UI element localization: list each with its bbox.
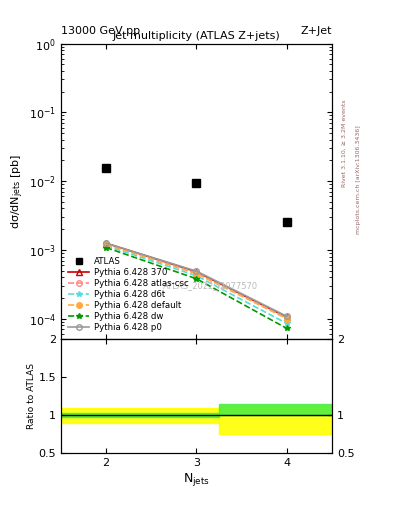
Pythia 6.428 atlas-csc: [194, 270, 199, 276]
Pythia 6.428 dw: [285, 326, 289, 332]
Pythia 6.428 d6t: [104, 243, 108, 249]
Pythia 6.428 370: [194, 269, 199, 275]
Pythia 6.428 370: [104, 240, 108, 246]
Line: Pythia 6.428 atlas-csc: Pythia 6.428 atlas-csc: [103, 241, 290, 321]
Pythia 6.428 default: [194, 271, 199, 277]
Pythia 6.428 default: [285, 315, 289, 322]
Pythia 6.428 dw: [194, 275, 199, 282]
Pythia 6.428 dw: [104, 245, 108, 251]
X-axis label: N$_\mathregular{jets}$: N$_\mathregular{jets}$: [183, 471, 210, 488]
Line: Pythia 6.428 p0: Pythia 6.428 p0: [103, 241, 290, 319]
Y-axis label: dσ/dN$_\mathregular{jets}$ [pb]: dσ/dN$_\mathregular{jets}$ [pb]: [9, 154, 26, 229]
Text: mcplots.cern.ch [arXiv:1306.3436]: mcplots.cern.ch [arXiv:1306.3436]: [356, 125, 361, 233]
Pythia 6.428 atlas-csc: [104, 241, 108, 247]
Pythia 6.428 d6t: [194, 273, 199, 279]
Line: Pythia 6.428 default: Pythia 6.428 default: [103, 242, 290, 322]
Title: Jet multiplicity (ATLAS Z+jets): Jet multiplicity (ATLAS Z+jets): [113, 31, 280, 41]
Legend: ATLAS, Pythia 6.428 370, Pythia 6.428 atlas-csc, Pythia 6.428 d6t, Pythia 6.428 : ATLAS, Pythia 6.428 370, Pythia 6.428 at…: [65, 254, 191, 335]
Line: Pythia 6.428 dw: Pythia 6.428 dw: [103, 245, 290, 331]
ATLAS: [285, 220, 289, 226]
Text: Z+Jet: Z+Jet: [301, 26, 332, 36]
Line: Pythia 6.428 370: Pythia 6.428 370: [103, 241, 290, 320]
ATLAS: [104, 165, 108, 171]
Pythia 6.428 370: [285, 314, 289, 320]
Text: Rivet 3.1.10, ≥ 3.2M events: Rivet 3.1.10, ≥ 3.2M events: [342, 99, 347, 187]
Text: 13000 GeV pp: 13000 GeV pp: [61, 26, 140, 36]
Line: Pythia 6.428 d6t: Pythia 6.428 d6t: [103, 243, 290, 326]
Pythia 6.428 p0: [104, 240, 108, 246]
Y-axis label: Ratio to ATLAS: Ratio to ATLAS: [27, 363, 36, 429]
Line: ATLAS: ATLAS: [102, 164, 291, 227]
Pythia 6.428 d6t: [285, 321, 289, 327]
Pythia 6.428 default: [104, 241, 108, 247]
Pythia 6.428 atlas-csc: [285, 315, 289, 321]
Pythia 6.428 p0: [194, 268, 199, 274]
Pythia 6.428 p0: [285, 313, 289, 319]
ATLAS: [194, 180, 199, 186]
Text: ATLAS_2022_I2077570: ATLAS_2022_I2077570: [162, 282, 258, 291]
